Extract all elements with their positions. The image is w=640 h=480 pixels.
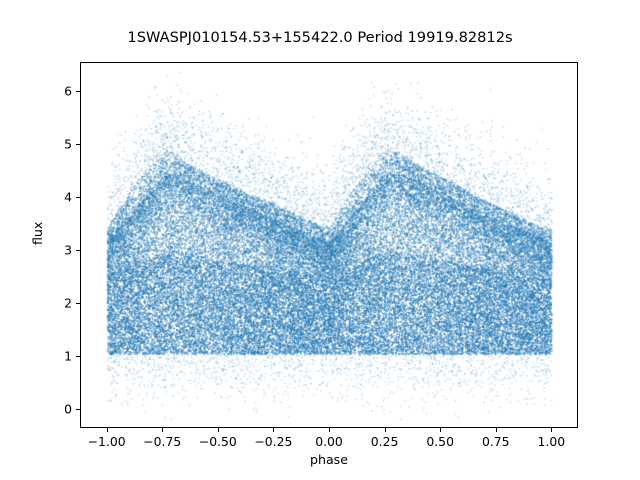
- x-tick-label: 0.75: [481, 434, 510, 449]
- x-tick-label: 0.00: [315, 434, 343, 449]
- y-tick-mark: [76, 250, 80, 252]
- y-tick-mark: [76, 356, 80, 358]
- x-tick-mark: [495, 428, 497, 432]
- y-tick-label: 5: [64, 136, 72, 152]
- y-tick-mark: [76, 144, 80, 146]
- x-tick-label: 1.00: [537, 434, 566, 449]
- x-tick-label: −0.25: [254, 434, 293, 449]
- x-tick-mark: [162, 428, 164, 432]
- x-tick-mark: [440, 428, 442, 432]
- x-tick-mark: [329, 428, 330, 432]
- y-tick-label: 2: [64, 295, 72, 311]
- x-tick-label: −0.75: [143, 434, 182, 449]
- x-tick-mark: [106, 428, 108, 432]
- x-axis-label: phase: [309, 452, 348, 467]
- y-tick-label: 0: [64, 401, 72, 417]
- y-tick-mark: [76, 91, 80, 93]
- y-axis-label: flux: [30, 221, 45, 245]
- page-title: 1SWASPJ010154.53+155422.0 Period 19919.8…: [127, 29, 513, 46]
- x-tick-mark: [384, 428, 386, 432]
- x-tick-label: −0.50: [198, 434, 237, 449]
- y-tick-label: 4: [64, 189, 72, 205]
- x-tick-label: 0.25: [370, 434, 399, 449]
- x-tick-label: 0.50: [426, 434, 454, 449]
- y-tick-label: 3: [64, 242, 72, 258]
- y-tick-label: 6: [64, 83, 72, 99]
- y-tick-mark: [76, 197, 80, 199]
- x-tick-mark: [217, 428, 219, 432]
- y-tick-label: 1: [64, 348, 72, 364]
- y-tick-mark: [76, 409, 80, 411]
- y-tick-mark: [76, 303, 80, 305]
- x-tick-mark: [273, 428, 275, 432]
- x-tick-label: −1.00: [87, 434, 126, 449]
- scatter-plot-canvas: [81, 63, 577, 427]
- x-tick-mark: [551, 428, 553, 432]
- axes-frame: [80, 62, 578, 428]
